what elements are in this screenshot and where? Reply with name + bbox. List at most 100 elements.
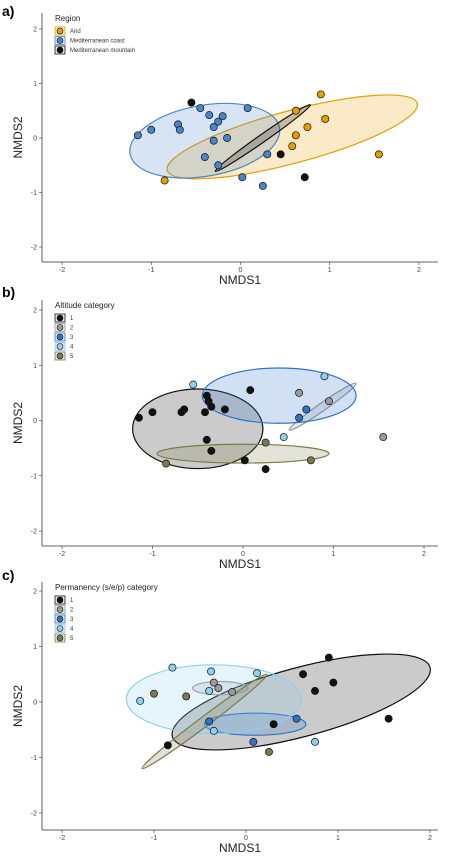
data-point-4 — [207, 667, 215, 676]
legend: Region Arid Mediterranean coast Mediterrane… — [54, 14, 135, 55]
legend-key-point — [56, 625, 64, 632]
y-tick-label: -1 — [31, 190, 37, 197]
data-point-1 — [269, 720, 278, 729]
y-tick-label: -2 — [31, 529, 37, 536]
x-tick-label: 1 — [332, 551, 336, 558]
legend-label: 2 — [70, 608, 74, 614]
data-point-mediterranean-coast — [214, 161, 223, 170]
data-point-3 — [249, 738, 258, 746]
data-point-mediterranean-coast — [223, 134, 232, 142]
ellipse-5 — [141, 673, 268, 770]
legend-key-point — [56, 615, 64, 623]
legend-key-point — [56, 46, 64, 54]
data-point-1 — [207, 402, 216, 411]
y-tick-label: 2 — [33, 27, 37, 34]
data-point-mediterranean-coast — [258, 182, 267, 190]
y-tick-label: 2 — [33, 589, 37, 596]
data-point-1 — [311, 686, 319, 695]
legend-label: Arid — [70, 29, 81, 35]
data-point-1 — [180, 405, 189, 414]
legend-label: 5 — [70, 636, 74, 642]
data-point-4 — [279, 433, 288, 442]
legend-label: 1 — [70, 598, 74, 604]
y-axis-title: NMDS2 — [11, 685, 25, 727]
legend-title: Permanency (s/e/p) category — [55, 583, 158, 592]
data-point-arid — [374, 150, 383, 159]
legend-key-point — [56, 634, 64, 642]
data-point-5 — [261, 438, 270, 447]
legend-label: 3 — [70, 617, 74, 623]
data-point-1 — [246, 386, 255, 395]
legend-key-point — [56, 352, 64, 360]
data-point-4 — [136, 696, 145, 705]
legend-label: 5 — [70, 354, 74, 360]
legend-label: 4 — [70, 345, 74, 351]
data-point-4 — [189, 380, 198, 389]
data-point-4 — [209, 726, 218, 735]
legend-label: 3 — [70, 335, 74, 341]
data-point-mediterranean-coast — [238, 173, 247, 182]
x-tick-label: -2 — [59, 835, 65, 842]
ellipse-mediterranean-mountain — [214, 103, 311, 173]
panel-b: b) -2 -1 0 1 2 -2 -1 0 1 2 NMDS1 NMDS2 Altitude categ… — [2, 284, 438, 571]
panel-a: a) -2 -1 0 1 2 -2 -1 0 1 2 NMDS1 NMDS2 Region Arid Medi… — [2, 3, 438, 287]
data-point-2 — [209, 678, 218, 687]
legend-key-point — [56, 37, 64, 44]
data-point-1 — [240, 456, 249, 465]
data-point-3 — [292, 714, 301, 723]
legend: Altitude category 1 2 3 4 5 — [54, 301, 115, 361]
y-tick-label: -1 — [31, 473, 37, 480]
data-point-mediterranean-mountain — [300, 173, 309, 182]
y-tick-label: 1 — [33, 81, 37, 88]
panel-label: c) — [2, 567, 14, 583]
legend-label: 1 — [70, 316, 74, 322]
data-point-arid — [321, 114, 330, 123]
data-point-1 — [384, 714, 393, 723]
legend-label: Mediterranean mountain — [70, 48, 135, 54]
x-tick-label: -1 — [148, 267, 154, 274]
data-point-4 — [168, 663, 177, 672]
panel-c: c) -2 -1 0 1 2 -2 -1 0 1 2 NMDS1 NMDS2 Permanency (s/… — [2, 567, 438, 855]
ellipse-2 — [288, 382, 357, 431]
data-point-4 — [320, 372, 329, 381]
data-point-mediterranean-coast — [196, 104, 205, 112]
data-point-1 — [202, 435, 211, 444]
data-point-2 — [228, 688, 237, 696]
x-tick-label: 0 — [244, 835, 248, 842]
legend-key-point — [56, 333, 64, 341]
data-point-5 — [182, 692, 191, 701]
data-point-2 — [214, 684, 223, 693]
data-point-3 — [205, 717, 214, 726]
data-point-arid — [288, 142, 297, 151]
data-point-4 — [205, 686, 214, 695]
x-tick-label: 0 — [239, 267, 243, 274]
legend: Permanency (s/e/p) category 1 2 3 4 5 — [54, 583, 158, 643]
x-axis-title: NMDS1 — [219, 273, 261, 287]
y-axis-title: NMDS2 — [11, 116, 25, 158]
data-point-arid — [291, 106, 300, 115]
data-point-1 — [163, 741, 172, 750]
x-tick-label: -2 — [59, 551, 65, 558]
data-point-mediterranean-coast — [133, 131, 142, 140]
data-point-arid — [316, 90, 325, 99]
ellipse-3 — [204, 712, 307, 736]
x-tick-label: 0 — [241, 551, 245, 558]
data-point-1 — [261, 465, 270, 474]
data-point-mediterranean-coast — [218, 112, 227, 121]
data-point-mediterranean-coast — [147, 125, 156, 134]
data-point-1 — [324, 653, 333, 662]
y-tick-label: 0 — [33, 136, 37, 143]
data-point-3 — [295, 413, 304, 422]
y-axis-title: NMDS2 — [11, 402, 25, 444]
legend-key-point — [56, 343, 64, 350]
legend-key-point — [56, 314, 64, 322]
legend-key-point — [56, 27, 64, 35]
legend-label: 4 — [70, 627, 74, 633]
data-point-4 — [253, 669, 261, 678]
data-point-1 — [134, 413, 143, 422]
panel-label: b) — [2, 284, 15, 300]
data-point-arid — [291, 131, 300, 140]
data-point-2 — [325, 397, 333, 406]
ellipse-3 — [201, 367, 357, 424]
